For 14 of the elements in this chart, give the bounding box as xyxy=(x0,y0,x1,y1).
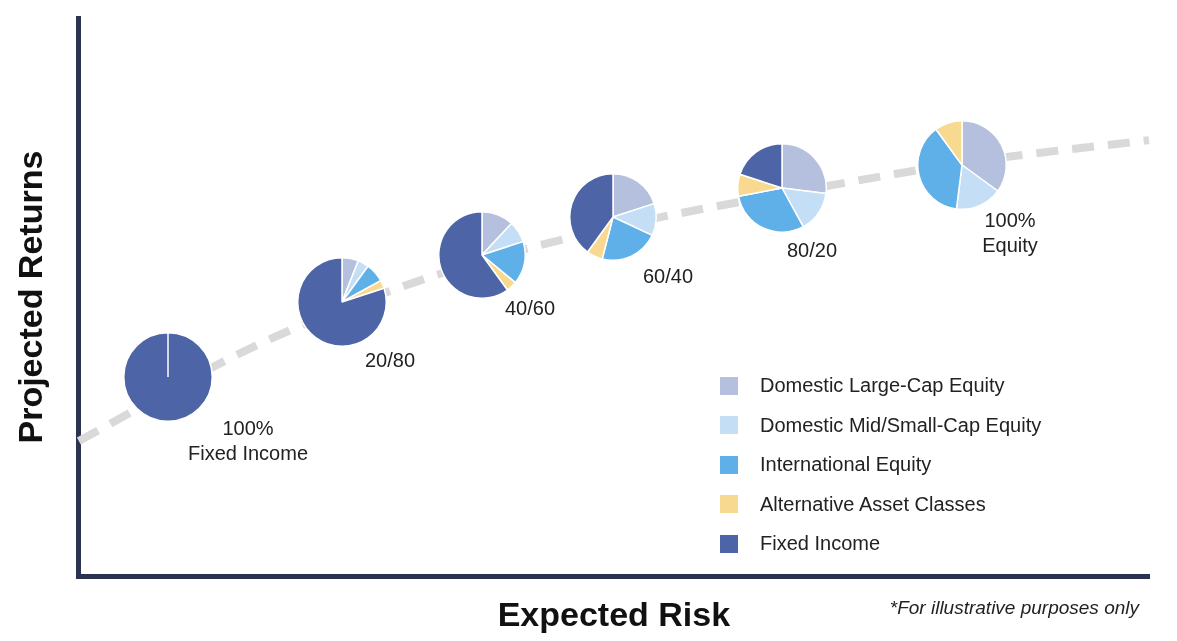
text: *For illustrative purposes only xyxy=(889,597,1139,619)
legend-label: Alternative Asset Classes xyxy=(760,492,986,516)
text: 100% Fixed Income xyxy=(187,416,309,466)
legend-label: Domestic Mid/Small-Cap Equity xyxy=(760,413,1042,437)
legend-label: International Equity xyxy=(760,453,932,477)
text: 100% Equity xyxy=(982,208,1038,258)
text: 80/20 xyxy=(786,238,838,263)
text: 60/40 xyxy=(642,264,694,289)
legend-label: Domestic Large-Cap Equity xyxy=(760,374,1005,398)
y-axis-title: Projected Returns xyxy=(10,150,49,444)
text: 20/80 xyxy=(364,348,416,373)
text: 40/60 xyxy=(504,296,556,321)
legend-label: Fixed Income xyxy=(760,532,881,556)
x-axis-title: Expected Risk xyxy=(497,594,731,633)
